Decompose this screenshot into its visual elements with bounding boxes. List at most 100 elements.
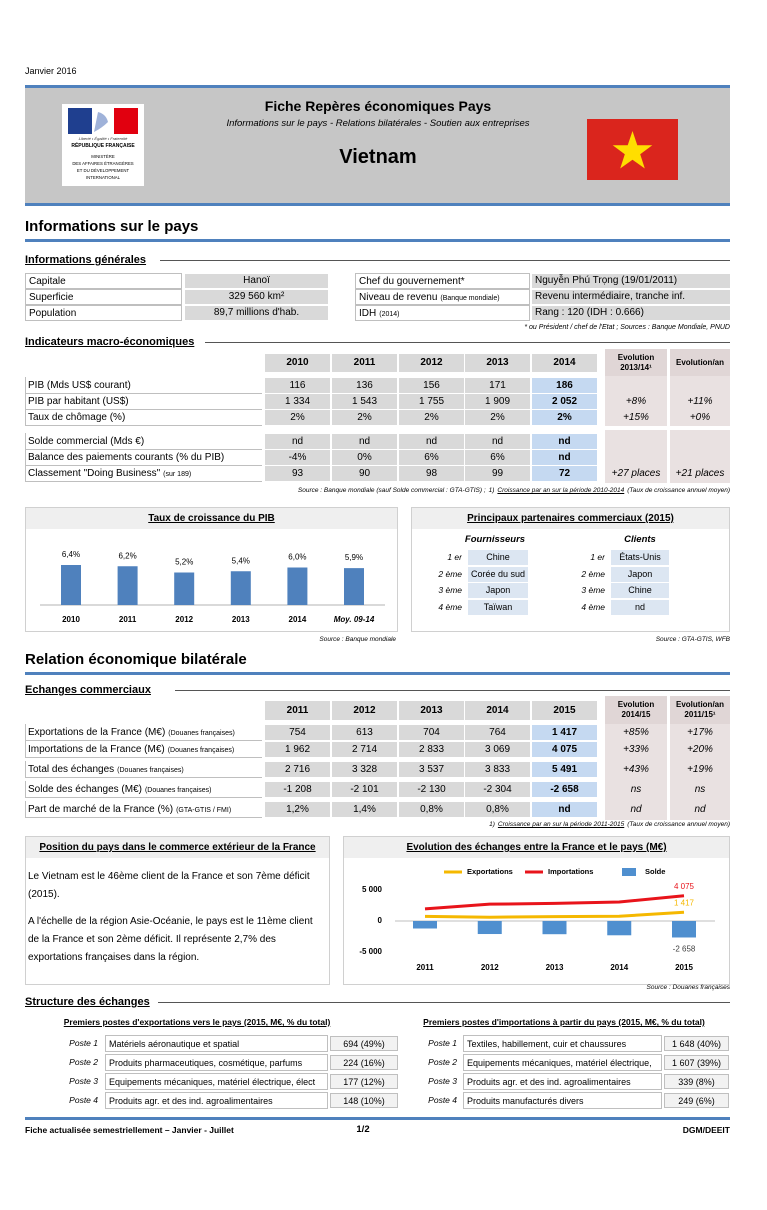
info-value: 89,7 millions d'hab. xyxy=(185,306,328,320)
table-cell: nd xyxy=(265,434,330,449)
row-label: PIB (Mds US$ courant) xyxy=(25,377,262,394)
footnote-marker: 1) xyxy=(488,487,495,494)
footer-rule xyxy=(25,1117,730,1120)
x-tick-label: 2013 xyxy=(232,615,250,624)
evolution-background xyxy=(605,720,667,820)
table-cell: 1 334 xyxy=(265,394,330,409)
bar xyxy=(344,568,364,605)
table-cell: 1 962 xyxy=(265,742,330,757)
label-note: (Douanes françaises) xyxy=(144,787,212,794)
country: Vietnam xyxy=(339,146,417,168)
table-cell: 98 xyxy=(399,466,464,481)
table-cell: 2 833 xyxy=(399,742,464,757)
label-text: Exportations de la France (M€) xyxy=(28,727,166,738)
structure-title: Premiers postes d'importations à partir … xyxy=(423,1017,705,1027)
label-text: Taux de chômage (%) xyxy=(28,412,126,423)
evolution-cell: ns xyxy=(694,784,706,795)
evolution-header-line: 2011/15¹ xyxy=(684,710,716,719)
row-label: Part de marché de la France (%) (GTA-GTIS… xyxy=(25,801,262,818)
bar xyxy=(413,921,437,929)
value-label: -2 658 xyxy=(673,945,696,954)
label-note: (2014) xyxy=(379,311,400,318)
value-label: 6,2% xyxy=(118,551,136,560)
evolution-cell: +21 places xyxy=(675,468,725,479)
table-cell: 0,8% xyxy=(399,802,464,817)
evolution-header-line: Evolution xyxy=(617,352,655,362)
subsection-rule xyxy=(175,690,730,691)
product: Produits pharmaceutiques, cosmétique, pa… xyxy=(105,1054,328,1071)
position-title-band xyxy=(26,837,329,858)
x-tick-label: 2011 xyxy=(416,963,434,972)
table-cell: 6% xyxy=(465,450,530,465)
table-cell: 93 xyxy=(265,466,330,481)
client: Japon xyxy=(611,566,669,582)
paragraph: Le Vietnam est le 46ème client de la Fra… xyxy=(28,871,310,900)
product: Produits manufacturés divers xyxy=(463,1092,662,1109)
subsection-rule xyxy=(158,1002,730,1003)
product-value: 694 (49%) xyxy=(330,1036,398,1051)
line xyxy=(424,910,685,919)
evolution-background xyxy=(670,720,730,820)
legend-label: Solde xyxy=(645,867,665,876)
label-text: Population xyxy=(29,308,77,319)
table-cell: 3 833 xyxy=(465,762,530,777)
subsection-heading: Informations générales xyxy=(25,254,147,266)
table-source: Source : Banque mondiale (sauf Solde com… xyxy=(200,486,730,496)
partners-title-band xyxy=(412,508,729,529)
value-label: 5,4% xyxy=(232,556,250,565)
label-text: Importations de la France (M€) xyxy=(28,744,165,755)
evolution-cell: +15% xyxy=(623,412,649,423)
footnote-note: (Taux de croissance annuel moyen) xyxy=(627,487,730,494)
chart-title: Taux de croissance du PIB xyxy=(148,513,275,524)
rank: Poste 4 xyxy=(428,1095,457,1105)
table-source: 1) Croissance par an sur la période 2011-… xyxy=(200,820,730,830)
evolution-cell: ns xyxy=(630,784,642,795)
label-text: Solde commercial (Mds €) xyxy=(28,436,145,447)
bar xyxy=(607,921,632,936)
chart-title: Evolution des échanges entre la France e… xyxy=(406,842,667,853)
evolution-cell: +43% xyxy=(623,764,649,775)
table-cell: 2 052 xyxy=(532,394,597,409)
column-heading: Fournisseurs xyxy=(464,534,526,545)
column-header: 2014 xyxy=(465,701,530,720)
row-label: Taux de chômage (%) xyxy=(25,409,262,426)
bar xyxy=(477,921,502,935)
table-cell: 704 xyxy=(399,725,464,740)
product-value: 249 (6%) xyxy=(664,1093,729,1108)
product-value: 339 (8%) xyxy=(664,1074,729,1089)
evolution-header: Evolution/an 2011/15¹ xyxy=(670,696,730,724)
x-tick-label: 2013 xyxy=(546,963,564,972)
table-cell: 2% xyxy=(265,410,330,425)
evolution-cell: nd xyxy=(694,804,706,815)
label-text: PIB (Mds US$ courant) xyxy=(28,380,131,391)
table-cell: 156 xyxy=(399,378,464,393)
rank: Poste 4 xyxy=(69,1095,98,1105)
rank: 1 er xyxy=(590,552,605,562)
rank: 4 ème xyxy=(581,602,605,613)
logo-emblem xyxy=(68,108,138,134)
row-label: Solde des échanges (M€) (Douanes français… xyxy=(25,781,262,798)
info-label: Niveau de revenu (Banque mondiale) xyxy=(355,289,530,305)
rank: Poste 2 xyxy=(69,1057,98,1067)
x-tick-label: Moy. 09-14 xyxy=(334,615,375,624)
table-cell: 754 xyxy=(265,725,330,740)
table-cell: -2 304 xyxy=(465,782,530,797)
evolution-header: Evolution 2013/14¹ xyxy=(605,349,667,376)
logo-motto: Liberté • Égalité • Fraternité xyxy=(78,136,128,141)
evolution-cell: +19% xyxy=(687,764,713,775)
evolution-cell: +11% xyxy=(687,396,713,407)
table-cell: 1,4% xyxy=(332,802,397,817)
footnote-marker: 1) xyxy=(489,821,495,828)
product: Equipements mécaniques, matériel électri… xyxy=(463,1054,662,1071)
evolution-header-line: 2013/14¹ xyxy=(620,362,652,372)
table-cell: nd xyxy=(532,802,597,817)
row-label: Total des échanges (Douanes françaises) xyxy=(25,761,262,778)
position-box xyxy=(25,836,330,985)
client: nd xyxy=(611,600,669,616)
table-cell: 613 xyxy=(332,725,397,740)
product: Produits agr. et des ind. agroalimentair… xyxy=(463,1073,662,1090)
source-text: Source : Banque mondiale (sauf Solde com… xyxy=(297,487,486,494)
paragraph: A l'échelle de la région Asie-Océanie, l… xyxy=(28,916,313,963)
table-cell: 1 909 xyxy=(465,394,530,409)
